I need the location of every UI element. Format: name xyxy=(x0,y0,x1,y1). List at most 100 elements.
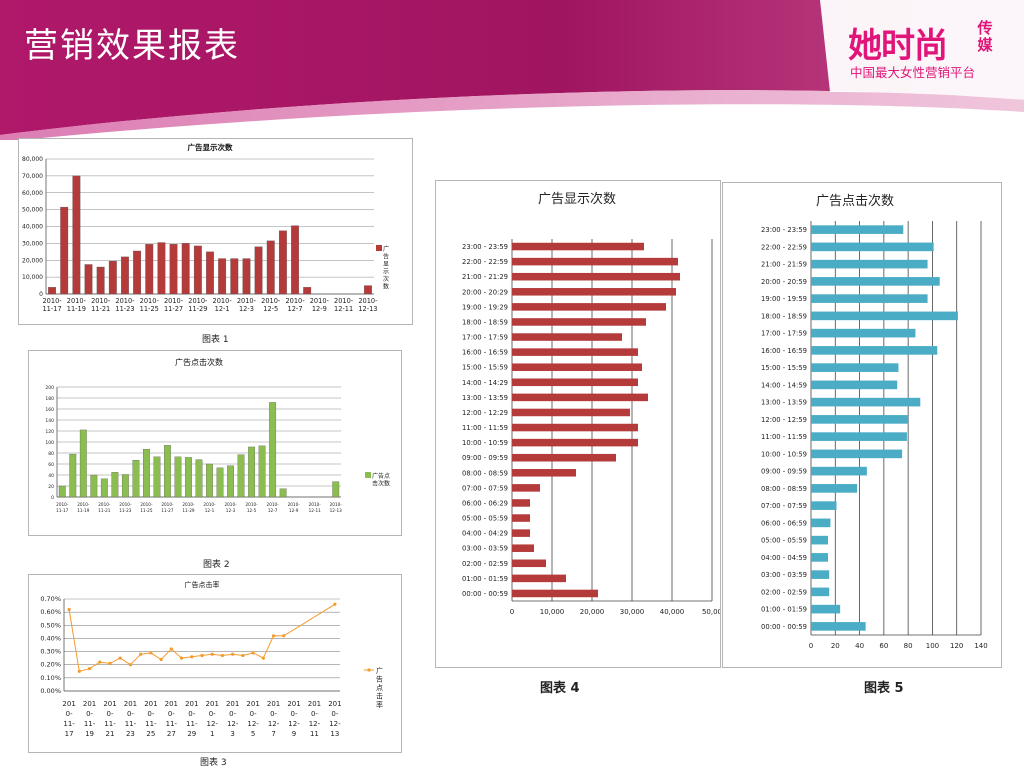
chart-1-x-tick-label: 2010-12-13 xyxy=(358,297,378,313)
chart-5-y-tick-label: 07:00 - 07:59 xyxy=(761,502,807,510)
chart-5-x-tick-label: 100 xyxy=(926,642,939,650)
chart-1-y-tick-label: 80,000 xyxy=(22,156,43,163)
chart-2-x-tick-label: 2010-11-23 xyxy=(119,502,132,513)
chart-4-y-tick-label: 02:00 - 02:59 xyxy=(462,560,508,568)
chart-5-bar xyxy=(811,346,938,355)
chart-2-y-tick-label: 40 xyxy=(48,473,54,479)
chart-5-bar xyxy=(811,432,907,441)
chart-4-bar xyxy=(512,363,642,371)
chart-1-x-tick-label: 2010-12-11 xyxy=(334,297,354,313)
chart-4-panel: 广告显示次数 0 10,000 20,000 30,000 40,000 50,00 00:0… xyxy=(435,180,721,668)
chart-3-point xyxy=(149,651,153,655)
chart-2-title: 广告点击次数 xyxy=(175,357,223,367)
chart-2-bar xyxy=(174,456,182,498)
chart-3-point xyxy=(251,651,255,655)
chart-1-bar xyxy=(206,251,214,295)
chart-4-x-tick-label: 10,000 xyxy=(540,608,565,616)
chart-4-y-tick-label: 04:00 - 04:29 xyxy=(462,530,508,538)
chart-4-bar xyxy=(512,333,622,341)
chart-2-bar xyxy=(121,474,129,498)
chart-4-y-tick-label: 05:00 - 05:59 xyxy=(462,515,508,523)
chart-1-y-tick-label: 70,000 xyxy=(22,173,43,180)
chart-4-y-tick-label: 17:00 - 17:59 xyxy=(462,334,508,342)
chart-3-y-tick-label: 0.70% xyxy=(40,595,61,603)
chart-4-y-tick-label: 07:00 - 07:59 xyxy=(462,484,508,492)
chart-1-x-tick-label: 2010-11-25 xyxy=(140,297,160,313)
chart-2-bar xyxy=(237,454,245,498)
chart-5-x-tick-label: 140 xyxy=(974,642,987,650)
chart-5-y-tick-label: 08:00 - 08:59 xyxy=(761,485,807,493)
chart-1-legend-label: 广告显示次数 xyxy=(383,245,389,291)
chart-5-caption: 图表 5 xyxy=(864,681,904,696)
chart-2-bar xyxy=(227,465,234,498)
chart-1-bar xyxy=(303,287,312,295)
chart-3-x-tick-label: 201 0-11-25 xyxy=(144,700,157,738)
chart-3-point xyxy=(179,656,184,660)
chart-2-x-tick-label: 2010-12-11 xyxy=(309,502,322,513)
chart-1-bar xyxy=(230,258,239,295)
chart-5-bar xyxy=(811,415,909,424)
chart-2-panel: 广告点击次数 0 20 40 60 80 100 120 140 160 180 200 2010-11… xyxy=(28,350,402,536)
chart-1-y-tick-label: 40,000 xyxy=(22,224,43,231)
chart-1-bar xyxy=(291,225,299,295)
chart-5-y-tick-label: 01:00 - 01:59 xyxy=(761,606,807,614)
chart-2-legend-label: 广告点击次数 xyxy=(372,472,390,488)
chart-4-bar xyxy=(512,453,616,462)
chart-5-y-tick-label: 02:00 - 02:59 xyxy=(761,588,807,596)
chart-2-x-tick-label: 2010-12-7 xyxy=(267,502,280,513)
chart-4-bar xyxy=(512,589,598,598)
chart-4-y-tick-label: 03:00 - 03:59 xyxy=(462,545,508,553)
chart-4-bar xyxy=(512,559,546,568)
chart-5-bar xyxy=(811,225,904,234)
logo-tagline: 中国最大女性营销平台 xyxy=(850,65,976,80)
chart-2-y-tick-label: 160 xyxy=(45,407,54,413)
chart-1-bar xyxy=(169,244,178,295)
chart-1-bar xyxy=(181,243,190,295)
chart-4-y-tick-label: 23:00 - 23:59 xyxy=(462,243,508,251)
chart-3-series-line xyxy=(68,603,336,672)
chart-5-y-tick-label: 19:00 - 19:59 xyxy=(761,295,807,303)
chart-3-point xyxy=(108,661,112,665)
chart-4-bar xyxy=(512,288,676,296)
chart-3-x-tick-label: 201 0-11-17 xyxy=(62,700,75,738)
chart-1-bar xyxy=(108,260,117,295)
chart-2-y-tick-label: 120 xyxy=(45,429,54,435)
chart-3-point xyxy=(87,667,92,671)
chart-3-x-tick-label: 201 0-12-13 xyxy=(328,700,341,738)
chart-2-x-tick-label: 2010-11-27 xyxy=(161,502,174,513)
chart-4-bar xyxy=(512,348,638,356)
chart-3-point xyxy=(231,652,235,656)
chart-1-x-tick-label: 2010-11-29 xyxy=(188,297,208,313)
chart-4-x-tick-label: 40,000 xyxy=(660,608,685,616)
chart-5-x-tick-label: 80 xyxy=(904,642,913,650)
chart-5-y-tick-label: 05:00 - 05:59 xyxy=(761,537,807,545)
chart-2-x-tick-label: 2010-12-5 xyxy=(246,502,259,513)
chart-2-bar xyxy=(79,429,87,498)
chart-1-bar xyxy=(254,246,263,295)
logo-side-text: 传媒 xyxy=(977,19,993,54)
chart-3-y-tick-label: 0.20% xyxy=(40,661,61,669)
chart-5-bar xyxy=(811,242,934,252)
chart-3-x-tick-label: 201 0-11-19 xyxy=(83,700,96,738)
chart-2-x-tick-label: 2010-12-3 xyxy=(224,502,237,513)
chart-3-y-tick-label: 0.10% xyxy=(40,674,61,682)
chart-1-x-tick-label: 2010-12-3 xyxy=(237,297,257,313)
chart-2-x-tick-label: 2010-12-1 xyxy=(203,502,216,513)
chart-5-title: 广告点击次数 xyxy=(816,193,894,209)
chart-4-x-tick-label: 0 xyxy=(510,608,514,616)
chart-5-bar xyxy=(811,294,928,303)
chart-3-point xyxy=(333,602,337,606)
chart-5-bar xyxy=(811,328,916,338)
chart-5-bar xyxy=(811,518,831,528)
chart-1-bar xyxy=(193,245,202,295)
chart-5-y-tick-label: 11:00 - 11:59 xyxy=(761,433,807,441)
chart-2-bar xyxy=(164,445,171,498)
chart-3-title: 广告点击率 xyxy=(185,580,220,589)
chart-2-x-tick-label: 2010-11-17 xyxy=(56,502,69,513)
chart-2-y-tick-label: 60 xyxy=(48,462,54,468)
chart-3-point xyxy=(139,652,143,656)
chart-2-y-tick-label: 80 xyxy=(48,451,54,457)
chart-2-bar xyxy=(69,453,77,498)
chart-2-bar xyxy=(111,472,119,498)
chart-4-title: 广告显示次数 xyxy=(538,191,616,207)
